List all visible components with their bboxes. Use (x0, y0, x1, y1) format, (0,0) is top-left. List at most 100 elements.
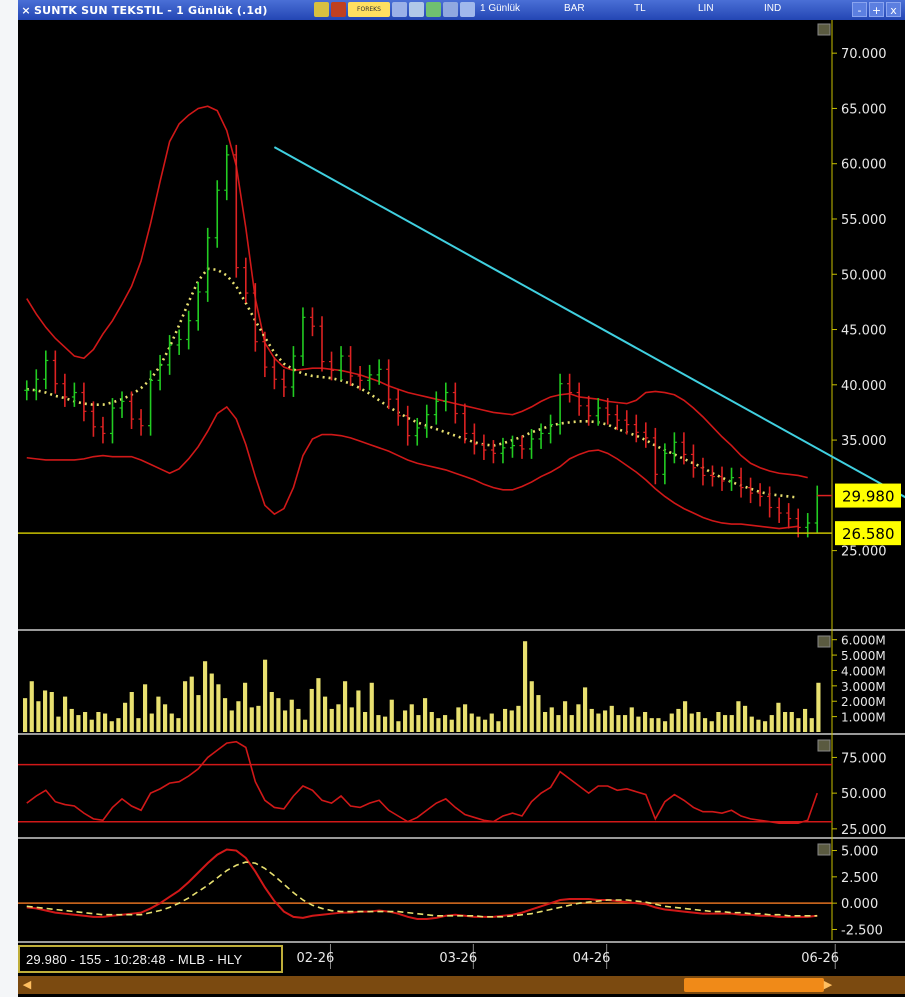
volume-bar (616, 715, 621, 732)
volume-bar (596, 713, 601, 732)
volume-bar (156, 696, 161, 732)
volume-bar (236, 701, 241, 732)
volume-bar (36, 701, 41, 732)
volume-bar (229, 710, 234, 732)
volume-bar (116, 718, 121, 732)
volume-bar (629, 707, 634, 732)
volume-bar (429, 712, 434, 732)
volume-bar (709, 721, 714, 732)
volume-bar (676, 708, 681, 732)
volume-bar (283, 710, 288, 732)
close-icon[interactable]: × (21, 3, 31, 17)
title-bar[interactable]: × SUNTK SUN TEKSTIL - 1 Günlük (.1d) FOR… (18, 0, 905, 20)
status-text: 29.980 - 155 - 10:28:48 - MLB - HLY (26, 951, 243, 967)
tool-icon[interactable] (460, 2, 475, 17)
volume-bar (503, 708, 508, 732)
volume-bar (129, 692, 134, 732)
volume-bar (563, 701, 568, 732)
window-title: SUNTK SUN TEKSTIL - 1 Günlük (.1d) (34, 3, 268, 17)
volume-bar (56, 716, 61, 732)
panel-menu-icon[interactable] (817, 635, 831, 648)
volume-tick-label: 5.000M (841, 649, 886, 663)
window-buttons: - + x (852, 2, 901, 17)
trendline (273, 146, 905, 499)
price-tick-label: 60.000 (841, 158, 887, 173)
volume-bar (169, 713, 174, 732)
scale-selector[interactable]: LIN (698, 3, 714, 14)
rsi-tick-label: 25.000 (841, 823, 887, 838)
volume-bar (376, 715, 381, 732)
volume-bar (289, 699, 294, 732)
volume-bar (96, 712, 101, 732)
period-selector[interactable]: 1 Günlük (480, 3, 521, 14)
volume-bar (189, 676, 194, 732)
tool-icon[interactable] (331, 2, 346, 17)
horizontal-scrollbar[interactable]: ◀ ▶ (18, 976, 905, 994)
volume-bar (416, 715, 421, 732)
volume-bar (403, 710, 408, 732)
volume-bar (583, 687, 588, 732)
volume-bar (269, 692, 274, 732)
rsi-line (26, 740, 818, 824)
minimize-button[interactable]: - (852, 2, 867, 17)
tool-icon[interactable] (409, 2, 424, 17)
volume-bar (736, 701, 741, 732)
volume-bar (23, 698, 28, 732)
maximize-button[interactable]: + (869, 2, 884, 17)
volume-bar (716, 712, 721, 732)
volume-tick-label: 4.000M (841, 664, 886, 678)
volume-bar (163, 704, 168, 732)
price-tick-label: 55.000 (841, 213, 887, 228)
volume-bar (423, 698, 428, 732)
volume-bar (256, 705, 261, 732)
volume-bar (683, 701, 688, 732)
volume-bar (556, 715, 561, 732)
panel-menu-icon[interactable] (817, 843, 831, 856)
volume-bar (29, 681, 34, 732)
volume-bar (296, 708, 301, 732)
volume-bar (776, 702, 781, 732)
volume-bar (363, 712, 368, 732)
tool-icon[interactable] (392, 2, 407, 17)
price-tick-label: 70.000 (841, 47, 887, 62)
pencil-icon[interactable] (426, 2, 441, 17)
volume-bar (656, 718, 661, 732)
volume-bar (43, 690, 48, 732)
scroll-left-icon[interactable]: ◀ (22, 978, 32, 991)
volume-bar (543, 712, 548, 732)
toolbar-icons: FOREKS (314, 2, 475, 17)
bollinger-lower-line (26, 405, 799, 530)
volume-bar (743, 705, 748, 732)
last-price-label-box (835, 483, 901, 508)
panel-menu-icon[interactable] (817, 23, 831, 36)
close-button[interactable]: x (886, 2, 901, 17)
volume-bar (369, 682, 374, 732)
volume-bar (636, 716, 641, 732)
volume-bar (389, 699, 394, 732)
volume-bar (549, 707, 554, 732)
volume-bar (816, 682, 821, 732)
currency-selector[interactable]: TL (634, 3, 646, 14)
scroll-thumb[interactable] (684, 978, 824, 992)
volume-bar (383, 716, 388, 732)
chart-type-selector[interactable]: BAR (564, 3, 585, 14)
macd-line (26, 848, 818, 920)
indicator-selector[interactable]: IND (764, 3, 782, 14)
volume-bar (136, 718, 141, 732)
tool-icon[interactable] (314, 2, 329, 17)
chart-area[interactable]: 70.000 65.000 60.000 55.000 50.000 45.000 40.0… (18, 20, 905, 976)
tool-icon[interactable] (443, 2, 458, 17)
volume-bar (123, 702, 128, 732)
volume-bar (356, 690, 361, 732)
rsi-tick-label: 50.000 (841, 787, 887, 802)
foreks-logo[interactable]: FOREKS (348, 2, 390, 17)
volume-bar (469, 713, 474, 732)
volume-bar (643, 712, 648, 732)
panel-menu-icon[interactable] (817, 739, 831, 752)
volume-bar (609, 705, 614, 732)
volume-bar (463, 704, 468, 732)
macd-tick-label: 0.000 (841, 897, 878, 912)
price-tick-label: 45.000 (841, 324, 887, 339)
volume-bar (703, 718, 708, 732)
scroll-right-icon[interactable]: ▶ (823, 978, 833, 991)
